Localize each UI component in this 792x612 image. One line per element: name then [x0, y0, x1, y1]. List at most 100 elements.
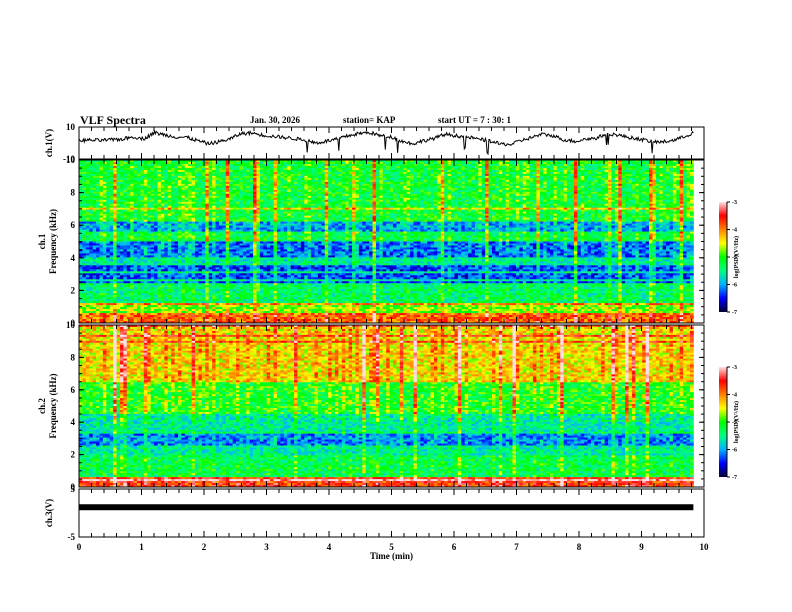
spectrogram-cell — [649, 185, 653, 189]
spectrogram-cell — [410, 171, 414, 175]
spectrogram-cell — [420, 177, 425, 181]
spectrogram-cell — [662, 161, 667, 165]
spectrogram-cell — [201, 167, 206, 171]
spectrogram-cell — [106, 171, 111, 175]
spectrogram-cell — [611, 171, 616, 175]
spectrogram-cell — [130, 183, 135, 187]
spectrogram-cell — [495, 183, 500, 187]
spectrogram-cell — [410, 185, 414, 189]
spectrogram-cell — [321, 185, 326, 189]
spectrogram-cell — [631, 185, 636, 189]
spectrogram-cell — [543, 167, 547, 171]
spectrogram-cell — [307, 185, 312, 189]
spectrogram-cell — [314, 165, 319, 169]
spectrogram-cell — [580, 167, 585, 171]
spectrogram-cell — [294, 179, 298, 183]
spectrogram-cell — [225, 181, 230, 185]
spectrogram-cell — [205, 165, 210, 169]
spectrogram-cell — [119, 161, 124, 165]
spectrogram-cell — [140, 171, 145, 175]
spectrogram-cell — [181, 177, 186, 181]
spectrogram-cell — [560, 173, 565, 177]
spectrogram-cell — [287, 171, 292, 175]
spectrogram-cell — [218, 161, 223, 165]
spectrogram-cell — [471, 183, 476, 187]
spectrogram-cell — [529, 169, 534, 173]
spectrogram-cell — [116, 173, 121, 177]
spectrogram-cell — [580, 171, 585, 175]
spectrogram-cell — [225, 161, 230, 165]
spectrogram-cell — [324, 185, 329, 189]
spectrogram-cell — [157, 169, 162, 173]
spectrogram-cell — [123, 185, 128, 189]
spectrogram-cell — [116, 171, 121, 175]
spectrogram-cell — [154, 179, 158, 183]
spectrogram-cell — [509, 175, 513, 179]
spectrogram-cell — [645, 163, 650, 167]
spectrogram-cell — [184, 173, 189, 177]
spectrogram-cell — [481, 161, 486, 165]
spectrogram-cell — [96, 171, 100, 175]
spectrogram-cell — [413, 171, 418, 175]
spectrogram-cell — [413, 185, 418, 189]
spectrogram-cell — [92, 161, 97, 165]
spectrogram-cell — [79, 181, 83, 185]
spectrogram-cell — [116, 161, 121, 165]
spectrogram-cell — [334, 185, 339, 189]
spectrogram-cell — [290, 167, 295, 171]
spectrogram-cell — [471, 163, 476, 167]
spectrogram-cell — [526, 175, 530, 179]
spectrogram-cell — [655, 161, 660, 165]
spectrogram-cell — [522, 165, 527, 169]
spectrogram-cell — [631, 181, 636, 185]
spectrogram-cell — [229, 167, 233, 171]
spectrogram-cell — [498, 181, 503, 185]
spectrogram-cell — [191, 185, 196, 189]
spectrogram-cell — [573, 161, 578, 165]
spectrogram-cell — [437, 160, 442, 163]
spectrogram-cell — [645, 181, 650, 185]
spectrogram-cell — [283, 165, 288, 169]
spectrogram-cell — [389, 177, 394, 181]
spectrogram-cell — [608, 160, 612, 163]
spectrogram-cell — [174, 161, 179, 165]
spectrogram-cell — [311, 175, 315, 179]
spectrogram-cell — [481, 177, 486, 181]
spectrogram-cell — [645, 171, 650, 175]
spectrogram-cell — [683, 179, 687, 183]
spectrogram-cell — [471, 165, 476, 169]
spectrogram-cell — [362, 167, 367, 171]
spectrogram-cell — [590, 160, 595, 163]
spectrogram-cell — [177, 173, 182, 177]
spectrogram-cell — [560, 163, 565, 167]
spectrogram-cell — [556, 183, 561, 187]
spectrogram-cell — [266, 171, 271, 175]
spectrogram-cell — [164, 167, 169, 171]
spectrogram-cell — [215, 175, 220, 179]
spectrogram-cell — [526, 183, 530, 187]
spectrogram-cell — [457, 165, 462, 169]
spectrogram-cell — [256, 169, 261, 173]
spectrogram-cell — [147, 161, 152, 165]
spectrogram-cell — [249, 167, 254, 171]
spectrogram-cell — [529, 177, 534, 181]
spectrogram-cell — [515, 160, 520, 163]
spectrogram-cell — [382, 185, 387, 189]
spectrogram-cell — [311, 183, 315, 187]
spectrogram-cell — [328, 171, 332, 175]
spectrogram-cell — [331, 165, 336, 169]
spectrogram-cell — [321, 179, 326, 183]
spectrogram-cell — [239, 165, 244, 169]
spectrogram-cell — [266, 175, 271, 179]
spectrogram-cell — [526, 169, 530, 173]
spectrogram-cell — [672, 183, 677, 187]
spectrogram-cell — [348, 165, 353, 169]
spectrogram-cell — [253, 165, 257, 169]
spectrogram-cell — [638, 160, 643, 163]
spectrogram-cell — [99, 167, 104, 171]
spectrogram-cell — [328, 185, 332, 189]
spectrogram-cell — [430, 167, 435, 171]
spectrogram-cell — [317, 163, 322, 167]
spectrogram-cell — [423, 185, 428, 189]
spectrogram-cell — [526, 161, 530, 165]
